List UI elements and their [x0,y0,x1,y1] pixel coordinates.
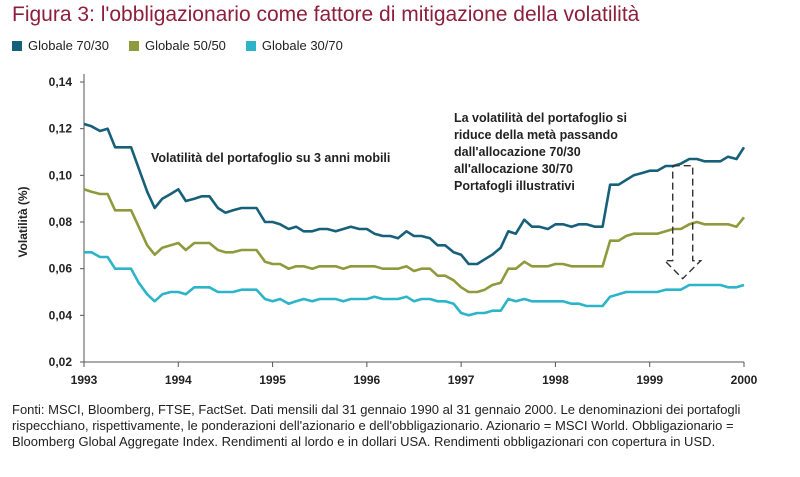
annotation-line: all'allocazione 30/70 [454,162,573,176]
y-tick-label: 0,12 [49,122,73,136]
series-line-1 [83,122,746,266]
y-axis-label: Volatilità (%) [16,186,30,257]
series-line-3 [84,251,745,317]
legend-label: Globale 30/70 [261,38,343,53]
x-tick-label: 1997 [448,373,475,387]
y-tick-label: 0,06 [49,262,73,276]
x-tick-label: 1998 [542,373,569,387]
x-tick-label: 1996 [354,373,381,387]
legend: Globale 70/30 Globale 50/50 Globale 30/70 [12,38,363,53]
annotation-line: dall'allocazione 70/30 [454,145,581,159]
annotation-line: riduce della metà passando [454,128,618,142]
y-tick-label: 0,10 [49,168,73,182]
x-tick-label: 2000 [731,373,758,387]
legend-label: Globale 50/50 [144,38,226,53]
legend-item: Globale 30/70 [245,38,343,53]
legend-swatch [245,40,256,51]
legend-item: Globale 50/50 [128,38,226,53]
series-line-2 [83,188,746,294]
x-tick-label: 1994 [165,373,192,387]
y-tick-label: 0,08 [49,215,73,229]
annotation-rolling-volatility: Volatilità del portafoglio su 3 anni mob… [151,151,390,165]
footnote: Fonti: MSCI, Bloomberg, FTSE, FactSet. D… [12,402,741,449]
dashed-arrow [663,164,703,280]
chart-title: Figura 3: l'obbligazionario come fattore… [12,3,640,26]
y-tick-label: 0,02 [49,355,73,369]
x-tick-label: 1993 [71,373,98,387]
legend-swatch [12,40,22,51]
legend-label: Globale 70/30 [28,38,109,53]
line-chart: 0,02 0,04 0,06 0,08 0,10 0,12 0,14 1993 1994 1995… [16,74,758,387]
x-tick-label: 1999 [636,373,663,387]
y-tick-label: 0,14 [49,75,73,89]
legend-swatch [128,40,139,51]
y-tick-label: 0,04 [49,308,73,322]
annotation-line: La volatilità del portafoglio si [454,111,627,125]
x-tick-label: 1995 [259,373,286,387]
annotation-line: Portafogli illustrativi [454,179,575,193]
legend-item: Globale 70/30 [12,38,109,53]
